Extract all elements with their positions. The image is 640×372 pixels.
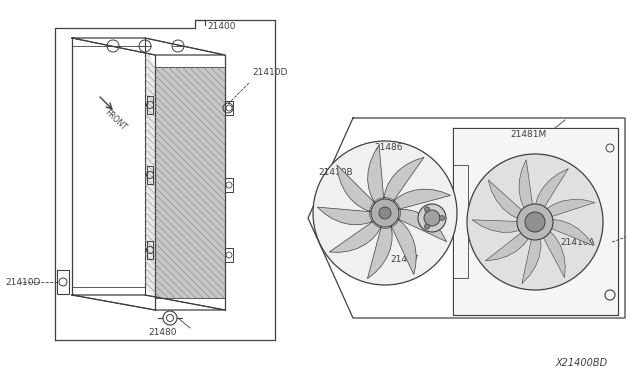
Circle shape (424, 207, 429, 212)
Polygon shape (472, 220, 521, 232)
Polygon shape (392, 219, 416, 275)
Text: 21410A: 21410A (560, 238, 595, 247)
Polygon shape (317, 207, 374, 225)
Polygon shape (367, 145, 383, 203)
Circle shape (467, 154, 603, 290)
Circle shape (517, 204, 553, 240)
Circle shape (424, 224, 429, 229)
Polygon shape (399, 209, 447, 242)
Circle shape (313, 141, 457, 285)
Circle shape (424, 210, 440, 226)
Circle shape (379, 207, 391, 219)
Polygon shape (519, 160, 532, 210)
Polygon shape (155, 67, 225, 298)
Text: X21400BD: X21400BD (555, 358, 607, 368)
Text: 21481M: 21481M (510, 130, 547, 139)
Polygon shape (145, 46, 155, 298)
Polygon shape (543, 230, 565, 278)
Text: 21486: 21486 (374, 143, 403, 152)
Circle shape (371, 199, 399, 227)
Text: 21410D: 21410D (252, 68, 287, 77)
Text: FRONT: FRONT (103, 108, 128, 132)
Bar (454, 129, 617, 314)
Polygon shape (485, 233, 529, 261)
Text: 21400: 21400 (207, 22, 236, 31)
Text: 21480: 21480 (148, 328, 177, 337)
Polygon shape (488, 180, 522, 219)
Circle shape (525, 212, 545, 232)
Polygon shape (522, 237, 541, 283)
Polygon shape (337, 165, 374, 212)
Polygon shape (393, 189, 451, 209)
Polygon shape (383, 157, 424, 201)
Text: 21410D: 21410D (5, 278, 40, 287)
Circle shape (418, 204, 446, 232)
Text: 21410B: 21410B (318, 168, 353, 177)
Polygon shape (545, 199, 595, 217)
Polygon shape (330, 222, 381, 252)
Polygon shape (535, 169, 568, 207)
Circle shape (440, 215, 445, 221)
Text: 21407: 21407 (390, 255, 419, 264)
Polygon shape (551, 219, 593, 246)
Circle shape (163, 311, 177, 325)
Polygon shape (367, 226, 392, 279)
